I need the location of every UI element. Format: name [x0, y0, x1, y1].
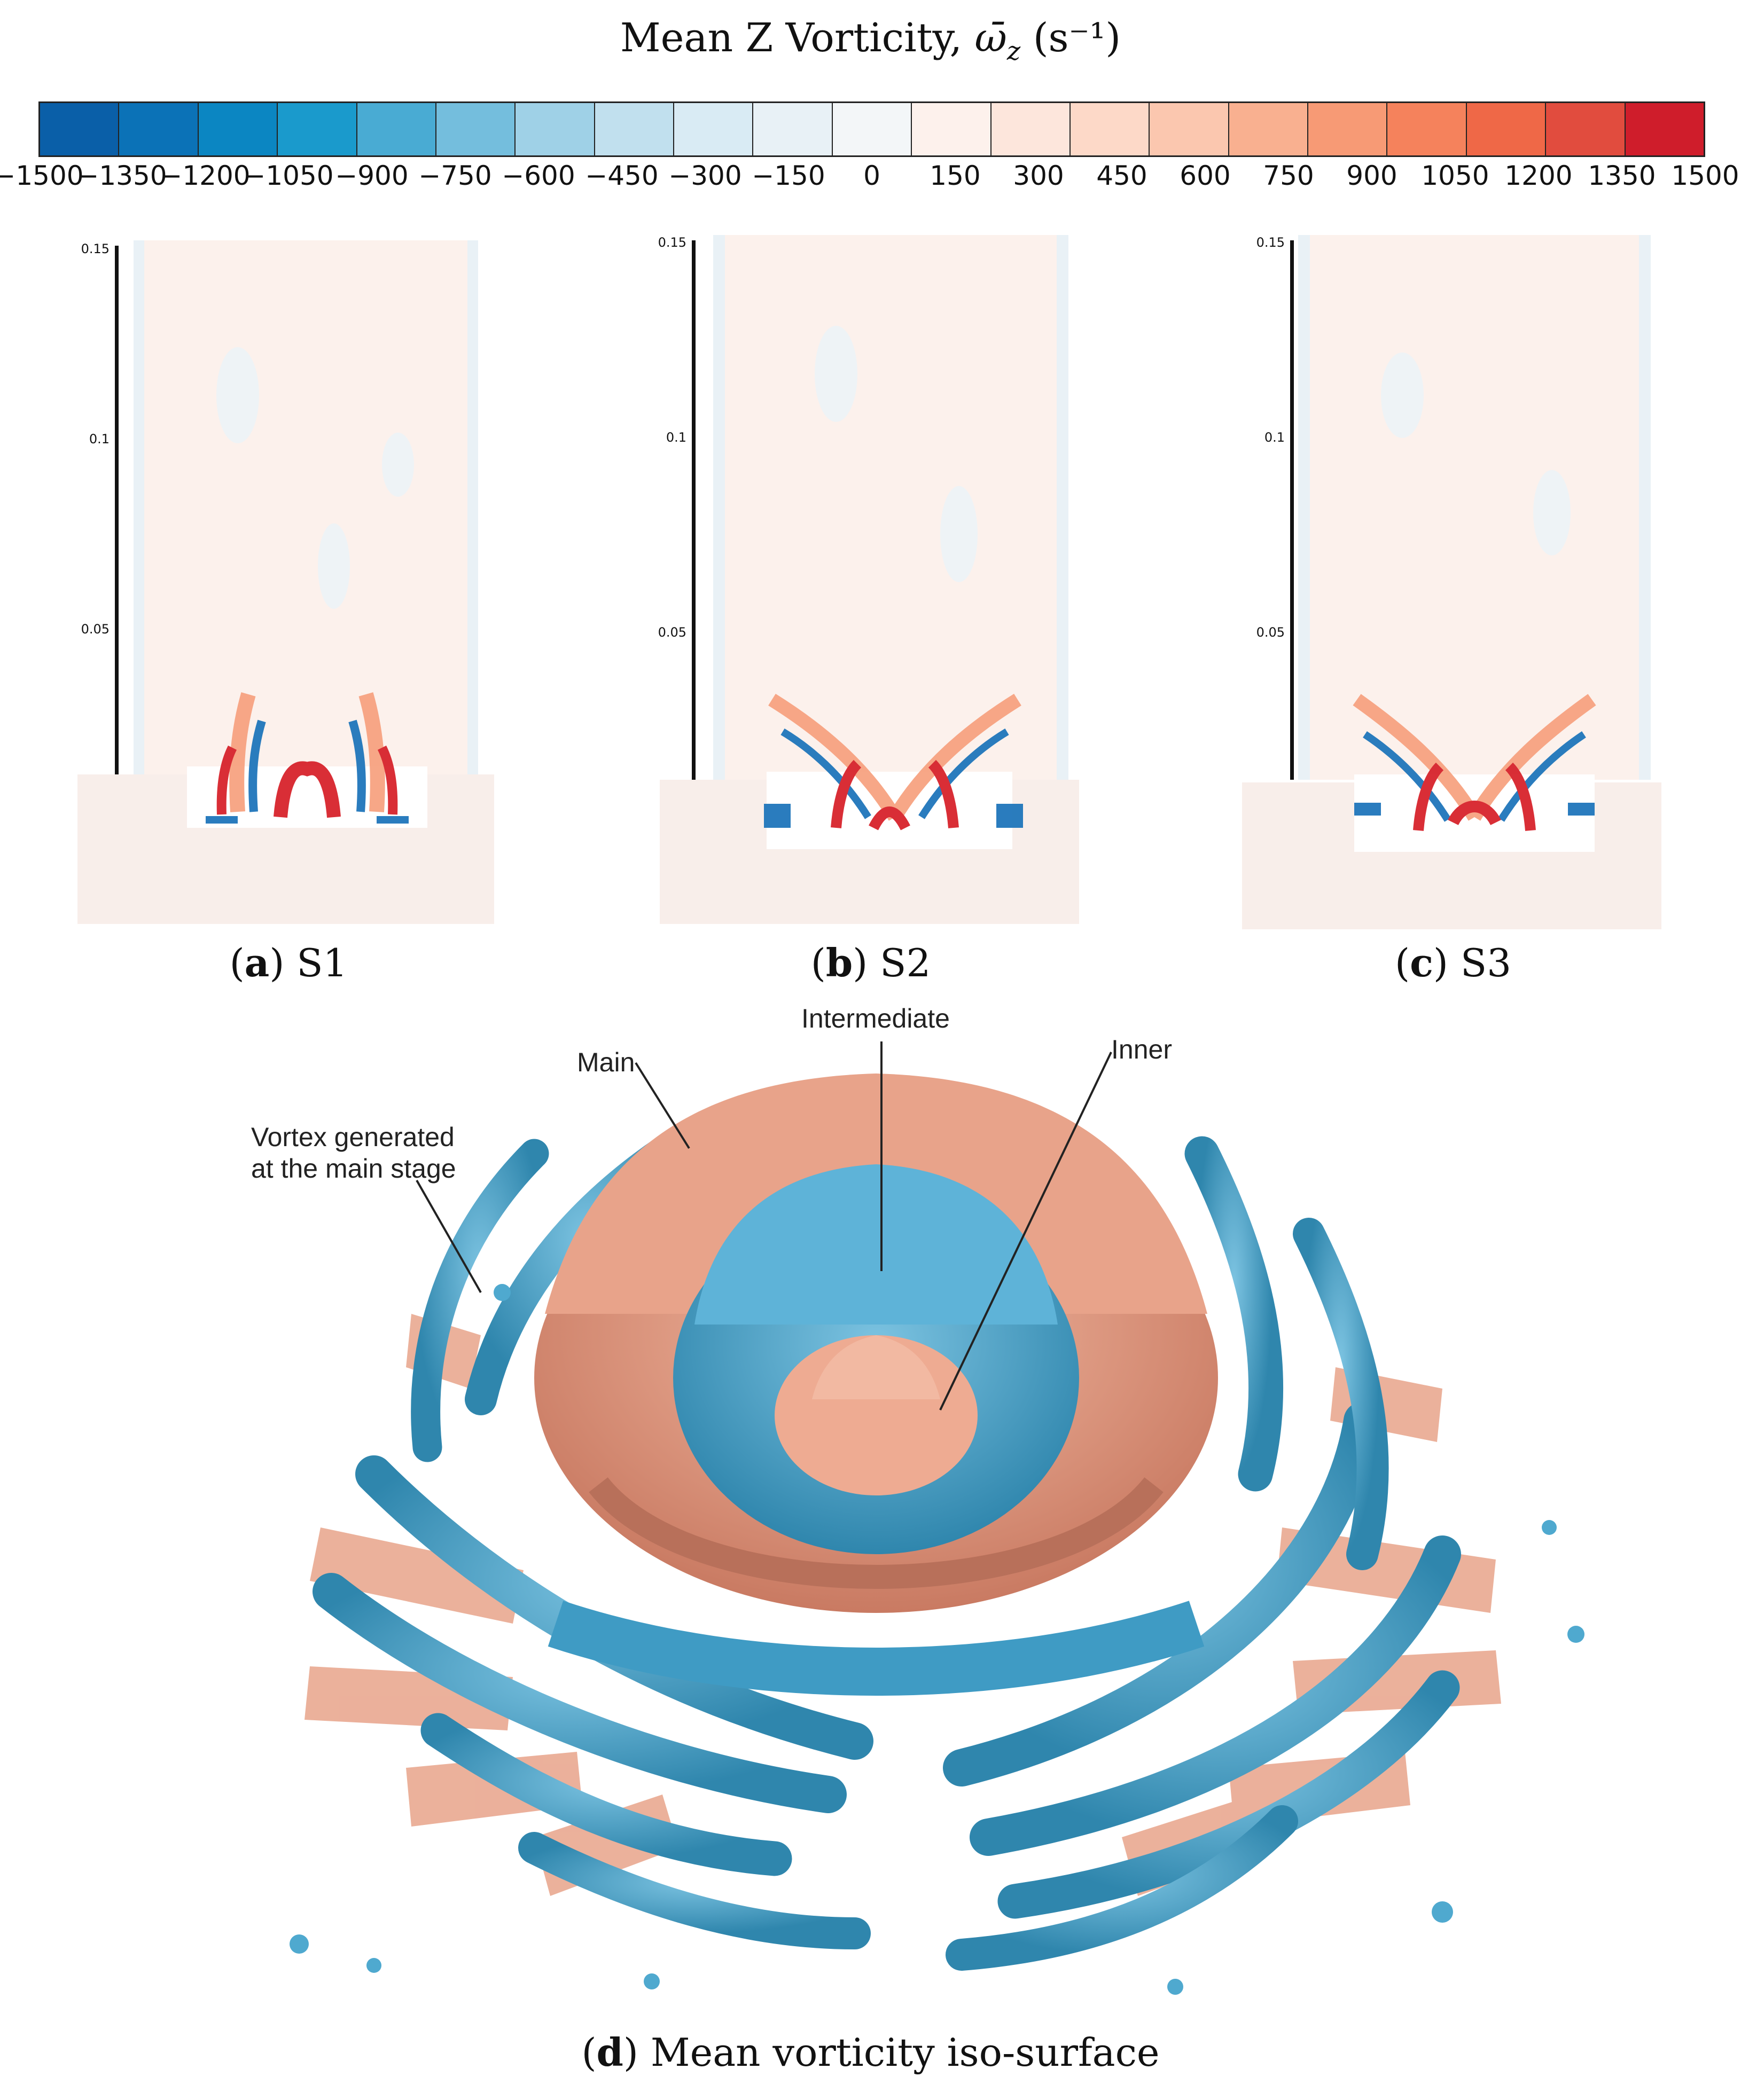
colorbar-swatch	[516, 103, 595, 155]
colorbar-tick-label: −300	[668, 160, 742, 191]
isosurface-render	[290, 1041, 1584, 1995]
contour-s3	[1242, 235, 1661, 929]
axis-tick-label: 0.15	[1256, 235, 1285, 250]
colorbar-tick-label: 750	[1263, 160, 1314, 191]
caption-s3: (c) S3	[1394, 940, 1512, 985]
label-main: Main	[577, 1047, 635, 1077]
colorbar-swatch	[912, 103, 991, 155]
colorbar-tick-label: −900	[335, 160, 409, 191]
colorbar-tick-label: −1200	[160, 160, 251, 191]
colorbar-tick-label: 1500	[1671, 160, 1739, 191]
label-vortex: Vortex generated at the main stage	[251, 1122, 456, 1185]
colorbar-tick-label: 900	[1346, 160, 1398, 191]
colorbar-swatch	[1466, 103, 1547, 155]
colorbar-swatch	[357, 103, 436, 155]
label-intermediate: Intermediate	[801, 1004, 950, 1033]
colorbar-title-text: Mean Z Vorticity,	[620, 15, 962, 61]
colorbar-tick-label: −1500	[0, 160, 84, 191]
colorbar-tick-label: −450	[585, 160, 659, 191]
colorbar-swatch	[832, 103, 912, 155]
colorbar-tick-label: −1050	[243, 160, 334, 191]
contour-s1	[77, 240, 494, 924]
colorbar-tick-label: 300	[1013, 160, 1064, 191]
colorbar-swatch	[278, 103, 357, 155]
axis-tick-label: 0.1	[666, 430, 686, 445]
colorbar-swatch	[674, 103, 754, 155]
axis-tick-label: 0.1	[1264, 430, 1285, 445]
colorbar-swatch	[40, 103, 120, 155]
axis-tick-label: 0.05	[81, 622, 110, 637]
panel-s1: 0.15 0.1 0.05	[77, 235, 499, 929]
colorbar-title: Mean Z Vorticity, ω̄z (s⁻¹)	[0, 15, 1741, 66]
colorbar-tick-label: 600	[1180, 160, 1231, 191]
axis-tick-label: 0.05	[1256, 625, 1285, 640]
colorbar-tick-label: −1350	[76, 160, 167, 191]
caption-s2: (b) S2	[810, 940, 931, 985]
axis-tick-label: 0.15	[658, 235, 686, 250]
colorbar-swatch	[991, 103, 1071, 155]
colorbar-swatch	[198, 103, 278, 155]
colorbar-swatch	[1308, 103, 1388, 155]
colorbar-ticks: −1500 −1350 −1200 −1050 −900 −750 −600 −450 −300…	[0, 160, 1739, 203]
colorbar-tick-label: 450	[1096, 160, 1147, 191]
colorbar-swatch	[1387, 103, 1467, 155]
colorbar-swatch	[1229, 103, 1308, 155]
panel-s2: 0.15 0.1 0.05	[658, 235, 1082, 929]
contour-s2	[660, 235, 1079, 924]
colorbar-swatch	[595, 103, 674, 155]
colorbar-tick-label: −750	[418, 160, 492, 191]
caption-isosurface: (d) Mean vorticity iso-surface	[581, 2030, 1160, 2075]
vorticity-symbol: ω̄z	[974, 15, 1021, 66]
colorbar-tick-label: 1200	[1504, 160, 1573, 191]
axis-tick-label: 0.1	[89, 432, 110, 446]
colorbar-swatch	[753, 103, 833, 155]
label-inner: Inner	[1111, 1035, 1172, 1064]
axis-tick-label: 0.05	[658, 625, 686, 640]
label-vortex-line2: at the main stage	[251, 1154, 456, 1184]
isosurface-figure: Main Intermediate Inner Vortex generated…	[0, 993, 1741, 2008]
colorbar-swatch	[436, 103, 516, 155]
colorbar-swatch	[1546, 103, 1626, 155]
caption-s1: (a) S1	[229, 940, 348, 985]
colorbar-swatch	[1150, 103, 1229, 155]
colorbar-tick-label: −600	[502, 160, 575, 191]
colorbar-swatch	[1625, 103, 1704, 155]
colorbar-tick-label: 1050	[1421, 160, 1489, 191]
colorbar-tick-label: 0	[863, 160, 880, 191]
colorbar-unit: (s⁻¹)	[1033, 15, 1121, 61]
colorbar-swatch	[119, 103, 199, 155]
colorbar	[38, 101, 1705, 157]
colorbar-tick-label: 150	[930, 160, 981, 191]
colorbar-tick-label: 1350	[1588, 160, 1656, 191]
label-vortex-line1: Vortex generated	[251, 1122, 455, 1152]
colorbar-swatch	[1070, 103, 1150, 155]
axis-tick-label: 0.15	[81, 241, 110, 256]
panel-s3: 0.15 0.1 0.05	[1242, 235, 1664, 929]
colorbar-tick-label: −150	[752, 160, 825, 191]
